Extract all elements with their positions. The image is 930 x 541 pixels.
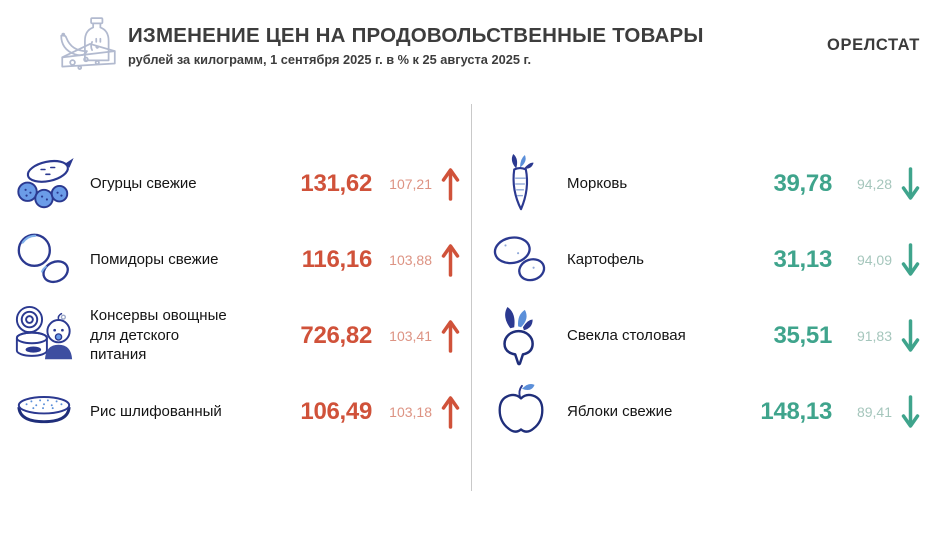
- cucumber-icon: [10, 152, 78, 216]
- price-group: 116,16 103,88: [268, 243, 460, 277]
- header-text: ИЗМЕНЕНИЕ ЦЕН НА ПРОДОВОЛЬСТВЕННЫЕ ТОВАР…: [128, 12, 704, 67]
- percent-value: 103,41: [389, 327, 432, 344]
- price-value: 116,16: [301, 245, 373, 273]
- product-label: Свекла столовая: [567, 326, 686, 344]
- up-arrow-icon: [441, 395, 460, 429]
- percent-value: 91,83: [856, 327, 892, 344]
- price-group: 35,51 91,83: [728, 318, 920, 353]
- price-group: 726,82 103,41: [268, 319, 460, 353]
- product-row-rice: Рис шлифованный 106,49 103,18: [10, 378, 460, 445]
- price-group: 106,49 103,18: [268, 395, 460, 429]
- price-value: 148,13: [760, 397, 832, 425]
- orelstat-logo: ОРЕЛСТАТ: [827, 36, 920, 54]
- price-group: 39,78 94,28: [728, 166, 920, 201]
- rice-bowl-icon: [10, 380, 78, 444]
- percent-value: 94,28: [856, 175, 892, 192]
- page-title: ИЗМЕНЕНИЕ ЦЕН НА ПРОДОВОЛЬСТВЕННЫЕ ТОВАР…: [128, 24, 704, 47]
- product-label: Рис шлифованный: [90, 402, 222, 420]
- down-arrow-icon: [901, 318, 920, 353]
- percent-value: 103,18: [389, 403, 432, 420]
- product-row-cucumbers: Огурцы свежие 131,62 107,21: [10, 150, 460, 217]
- product-row-tomatoes: Помидоры свежие 116,16 103,88: [10, 226, 460, 293]
- up-arrow-icon: [441, 319, 460, 353]
- product-row-potatoes: Картофель 31,13 94,09: [487, 226, 920, 293]
- column-divider: [471, 104, 472, 491]
- percent-value: 94,09: [856, 251, 892, 268]
- price-decrease-column: Морковь 39,78 94,28: [487, 150, 920, 445]
- product-label: Яблоки свежие: [567, 402, 673, 420]
- beet-icon: [487, 304, 555, 368]
- down-arrow-icon: [901, 394, 920, 429]
- groceries-icon: [54, 12, 122, 80]
- down-arrow-icon: [901, 242, 920, 277]
- down-arrow-icon: [901, 166, 920, 201]
- price-value: 106,49: [300, 397, 372, 425]
- potato-icon: [487, 228, 555, 292]
- product-label: Морковь: [567, 174, 628, 192]
- price-value: 39,78: [773, 169, 832, 197]
- up-arrow-icon: [441, 167, 460, 201]
- price-group: 131,62 107,21: [268, 167, 460, 201]
- product-label: Консервы овощные для детского питания: [90, 307, 227, 364]
- product-label: Помидоры свежие: [90, 250, 219, 268]
- price-value: 131,62: [300, 169, 372, 197]
- carrot-icon: [487, 152, 555, 216]
- header: ИЗМЕНЕНИЕ ЦЕН НА ПРОДОВОЛЬСТВЕННЫЕ ТОВАР…: [54, 12, 920, 80]
- percent-value: 89,41: [856, 403, 892, 420]
- product-row-carrots: Морковь 39,78 94,28: [487, 150, 920, 217]
- percent-value: 107,21: [389, 175, 432, 192]
- product-row-apples: Яблоки свежие 148,13 89,41: [487, 378, 920, 445]
- product-label: Картофель: [567, 250, 644, 268]
- percent-value: 103,88: [389, 251, 432, 268]
- price-group: 148,13 89,41: [728, 394, 920, 429]
- price-group: 31,13 94,09: [728, 242, 920, 277]
- baby-food-can-icon: [10, 304, 78, 368]
- tomatoes-icon: [10, 228, 78, 292]
- product-row-beets: Свекла столовая 35,51 91,83: [487, 302, 920, 369]
- price-value: 31,13: [773, 245, 832, 273]
- up-arrow-icon: [441, 243, 460, 277]
- apple-icon: [487, 380, 555, 444]
- price-value: 726,82: [300, 321, 372, 349]
- price-value: 35,51: [773, 321, 832, 349]
- page-subtitle: рублей за килограмм, 1 сентября 2025 г. …: [128, 52, 532, 67]
- price-increase-column: Огурцы свежие 131,62 107,21: [10, 150, 460, 445]
- product-label: Огурцы свежие: [90, 174, 197, 192]
- product-row-baby-food: Консервы овощные для детского питания 72…: [10, 302, 460, 369]
